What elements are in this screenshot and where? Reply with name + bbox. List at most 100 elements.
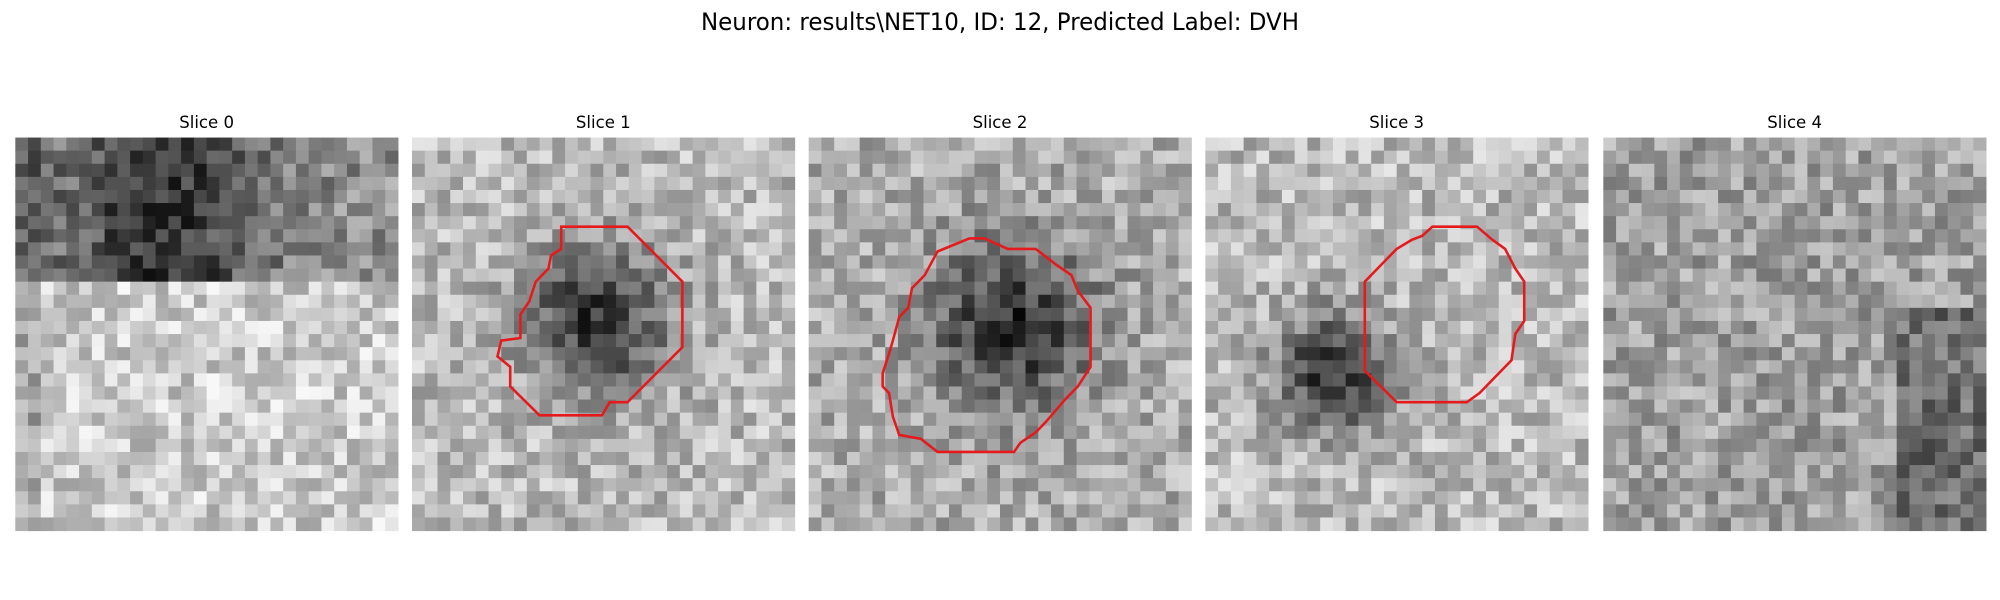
pixel: [552, 150, 566, 165]
pixel: [1038, 216, 1052, 230]
pixel: [872, 229, 886, 243]
pixel: [1460, 137, 1474, 152]
pixel: [28, 268, 42, 283]
pixel: [1320, 504, 1334, 518]
pixel: [1178, 465, 1192, 479]
pixel: [603, 150, 617, 165]
pixel: [437, 412, 451, 427]
pixel: [1243, 242, 1257, 256]
pixel: [756, 163, 770, 178]
pixel: [885, 504, 899, 518]
pixel: [1358, 216, 1372, 230]
pixel: [1473, 203, 1487, 217]
pixel: [66, 438, 80, 453]
pixel: [40, 465, 55, 479]
pixel: [181, 216, 195, 230]
pixel: [781, 386, 796, 401]
pixel: [15, 216, 29, 230]
pixel: [885, 386, 899, 401]
pixel: [346, 360, 361, 374]
pixel: [1756, 176, 1770, 191]
pixel: [961, 399, 976, 414]
pixel: [705, 360, 719, 374]
pixel: [1832, 137, 1847, 152]
pixel: [1549, 399, 1564, 414]
pixel: [705, 425, 719, 440]
pixel: [616, 268, 630, 283]
pixel: [424, 360, 439, 374]
pixel: [1038, 504, 1052, 518]
pixel: [1947, 465, 1961, 479]
pixel: [718, 334, 732, 348]
pixel: [1781, 373, 1796, 387]
pixel: [321, 491, 335, 505]
pixel: [1769, 242, 1783, 256]
pixel: [781, 281, 796, 296]
pixel: [1447, 347, 1461, 361]
pixel: [1769, 176, 1783, 191]
pixel: [923, 137, 937, 152]
pixel: [1434, 203, 1449, 217]
pixel: [1114, 491, 1129, 505]
pixel: [1705, 465, 1719, 479]
pixel: [705, 412, 719, 427]
pixel: [66, 150, 80, 165]
pixel: [1616, 242, 1630, 256]
pixel: [1345, 137, 1359, 152]
pixel: [718, 517, 732, 532]
pixel: [1178, 320, 1192, 335]
pixel: [270, 242, 284, 256]
pixel: [961, 425, 976, 440]
pixel: [1934, 137, 1949, 152]
pixel: [321, 438, 335, 453]
pixel: [1603, 451, 1617, 466]
pixel: [1575, 320, 1589, 335]
pixel: [193, 438, 208, 453]
pixel: [334, 163, 348, 178]
pixel: [834, 176, 848, 191]
pixel: [130, 176, 144, 191]
pixel: [948, 163, 963, 178]
pixel: [936, 334, 950, 348]
pixel: [565, 163, 579, 178]
pixel: [1575, 150, 1589, 165]
pixel: [897, 255, 912, 270]
pixel: [1896, 438, 1910, 453]
pixel: [1422, 347, 1436, 361]
pixel: [1269, 347, 1283, 361]
pixel: [1667, 163, 1681, 178]
pixel: [1575, 334, 1589, 348]
pixel: [936, 360, 950, 374]
pixel: [1654, 373, 1668, 387]
pixel: [565, 438, 579, 453]
pixel: [1294, 399, 1308, 414]
pixel: [808, 386, 822, 401]
pixel: [1422, 320, 1436, 335]
pixel: [1076, 517, 1090, 532]
pixel: [359, 203, 373, 217]
pixel: [1153, 412, 1167, 427]
pixel: [463, 478, 477, 492]
pixel: [1628, 517, 1643, 532]
pixel: [1973, 163, 1987, 178]
pixel: [1358, 425, 1372, 440]
pixel: [1205, 399, 1219, 414]
pixel: [1076, 478, 1090, 492]
pixel: [1960, 373, 1974, 387]
pixel: [1102, 504, 1116, 518]
pixel: [846, 320, 861, 335]
pixel: [1549, 478, 1564, 492]
pixel: [411, 451, 426, 466]
pixel: [308, 399, 322, 414]
pixel: [155, 412, 169, 427]
pixel: [1320, 203, 1334, 217]
pixel: [1422, 425, 1436, 440]
pixel: [1114, 307, 1129, 322]
pixel: [1485, 491, 1500, 505]
pixel: [28, 465, 42, 479]
pixel: [1883, 294, 1898, 309]
pixel: [692, 163, 706, 178]
pixel: [1781, 491, 1796, 505]
pixel: [1460, 504, 1474, 518]
pixel: [1654, 386, 1668, 401]
